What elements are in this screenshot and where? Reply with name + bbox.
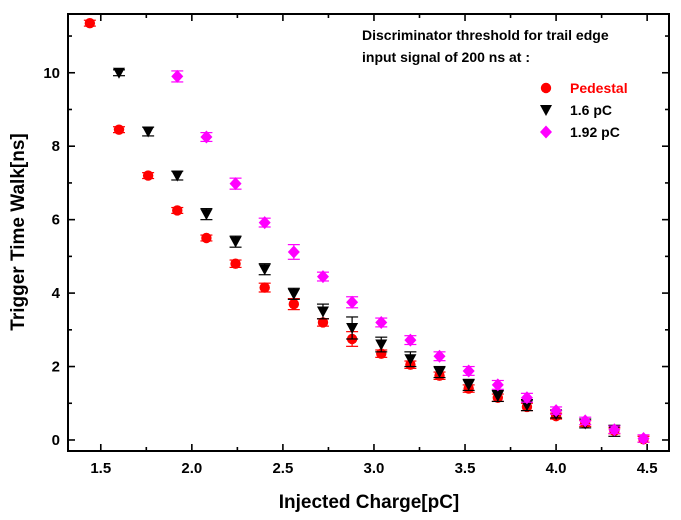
data-point xyxy=(316,270,329,284)
annotation-line-1: Discriminator threshold for trail edge xyxy=(362,27,609,43)
data-point xyxy=(172,205,183,216)
data-point xyxy=(113,124,125,135)
y-tick-label: 8 xyxy=(52,138,60,155)
legend-label: 1.6 pC xyxy=(570,102,612,118)
data-point xyxy=(229,236,242,248)
x-tick-label: 3.0 xyxy=(364,460,385,477)
data-point xyxy=(433,349,446,363)
legend-label: Pedestal xyxy=(570,80,628,96)
x-tick-labels: 1.5 2.0 2.5 3.0 3.5 4.0 4.5 xyxy=(90,460,657,477)
data-point xyxy=(462,364,475,378)
data-point xyxy=(142,170,154,181)
data-point xyxy=(375,339,388,351)
data-point xyxy=(259,282,270,293)
series-1-92-pc xyxy=(171,69,650,446)
data-point xyxy=(171,170,184,182)
legend: Pedestal 1.6 pC 1.92 pC xyxy=(540,80,628,140)
y-tick-label: 10 xyxy=(43,65,60,82)
data-point xyxy=(520,400,533,412)
data-point xyxy=(142,126,155,138)
data-point xyxy=(637,432,650,446)
axis-ticks xyxy=(68,14,669,451)
x-tick-label: 4.0 xyxy=(546,460,567,477)
data-point xyxy=(462,379,475,391)
legend-marker xyxy=(540,82,552,94)
y-tick-label: 0 xyxy=(52,432,60,449)
data-point xyxy=(288,298,300,310)
data-point xyxy=(201,232,212,244)
data-point xyxy=(376,348,387,359)
data-point xyxy=(608,423,621,437)
y-tick-label: 2 xyxy=(52,359,60,376)
legend-marker xyxy=(540,105,552,116)
y-axis-label: Trigger Time Walk[ns] xyxy=(8,133,29,330)
legend-marker xyxy=(540,125,552,139)
x-tick-label: 4.5 xyxy=(637,460,658,477)
data-point xyxy=(346,295,359,309)
annotation-line-2: input signal of 200 ns at : xyxy=(362,49,530,65)
data-point xyxy=(258,264,271,276)
data-point xyxy=(84,17,96,29)
series-1-6-pc xyxy=(112,67,621,437)
series-pedestal xyxy=(83,17,650,445)
data-series xyxy=(83,17,650,446)
x-tick-label: 1.5 xyxy=(90,460,111,477)
data-point xyxy=(433,367,446,379)
data-point xyxy=(287,245,300,259)
y-tick-label: 6 xyxy=(52,212,60,229)
data-point xyxy=(258,216,271,230)
data-point xyxy=(404,354,417,366)
data-point xyxy=(229,177,242,191)
legend-label: 1.92 pC xyxy=(570,124,620,140)
data-point xyxy=(317,317,329,328)
data-point xyxy=(579,414,592,428)
data-point xyxy=(112,67,125,79)
data-point xyxy=(491,390,504,402)
data-point xyxy=(375,315,388,329)
data-point xyxy=(230,258,241,269)
data-point xyxy=(404,333,417,347)
x-tick-label: 2.5 xyxy=(272,460,293,477)
plot-frame xyxy=(67,13,670,452)
data-point xyxy=(520,391,533,405)
data-point xyxy=(550,404,563,418)
data-point xyxy=(171,69,184,83)
data-point xyxy=(346,322,359,334)
data-point xyxy=(200,209,213,221)
x-tick-label: 3.5 xyxy=(455,460,476,477)
x-axis-label: Injected Charge[pC] xyxy=(279,492,460,513)
y-tick-label: 4 xyxy=(52,285,61,302)
data-point xyxy=(287,288,300,300)
data-point xyxy=(316,306,329,318)
x-tick-label: 2.0 xyxy=(181,460,202,477)
data-point xyxy=(200,130,213,144)
data-point xyxy=(491,378,504,392)
y-tick-labels: 0 2 4 6 8 10 xyxy=(43,65,60,449)
